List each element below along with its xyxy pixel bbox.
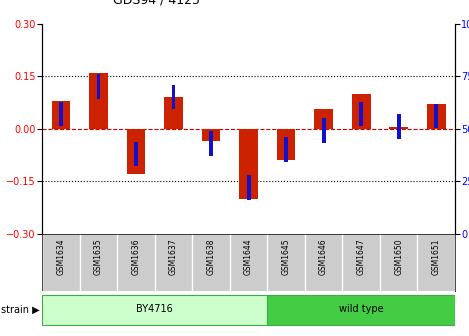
Bar (52, 100, 70, 129)
Bar (209, 131, 213, 156)
Text: GSM1638: GSM1638 (206, 238, 216, 275)
Bar (359, 102, 363, 126)
Bar (427, 104, 446, 129)
Bar (59, 102, 63, 126)
Bar (277, 129, 295, 160)
Bar (352, 94, 371, 129)
Text: GSM1644: GSM1644 (244, 238, 253, 275)
Text: wild type: wild type (339, 304, 384, 314)
Bar (239, 129, 258, 199)
Bar (172, 85, 175, 109)
Bar (322, 119, 325, 143)
Text: GSM1645: GSM1645 (281, 238, 291, 275)
Bar (314, 109, 333, 129)
Text: GDS94 / 4125: GDS94 / 4125 (113, 0, 200, 7)
Bar (389, 127, 408, 129)
Text: GSM1647: GSM1647 (356, 238, 366, 275)
Text: GSM1634: GSM1634 (56, 238, 66, 275)
Bar (127, 129, 145, 174)
Bar (202, 129, 220, 141)
Text: GSM1646: GSM1646 (319, 238, 328, 275)
Bar (97, 74, 100, 99)
Text: BY4716: BY4716 (136, 304, 173, 314)
Bar (397, 114, 401, 139)
Bar (42, 295, 267, 326)
Text: GSM1636: GSM1636 (131, 238, 141, 275)
Bar (164, 97, 183, 129)
Bar (434, 104, 438, 128)
Text: GSM1637: GSM1637 (169, 238, 178, 275)
Text: GSM1635: GSM1635 (94, 238, 103, 275)
Bar (284, 137, 288, 162)
Bar (247, 175, 250, 200)
Bar (89, 73, 108, 129)
Bar (267, 295, 455, 326)
Bar (134, 141, 138, 166)
Text: strain ▶: strain ▶ (1, 305, 40, 315)
Text: GSM1651: GSM1651 (431, 238, 441, 275)
Text: GSM1650: GSM1650 (394, 238, 403, 275)
